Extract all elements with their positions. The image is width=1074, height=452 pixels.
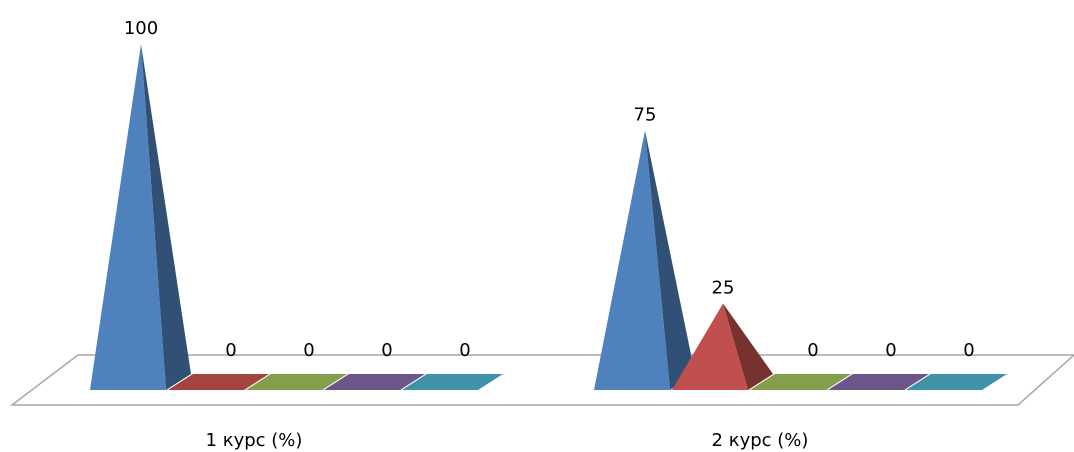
pyramid-1-2 — [168, 374, 269, 390]
pyramid-2-1 — [594, 130, 670, 390]
pyramid-2-4 — [828, 374, 929, 390]
data-label-1-5: 0 — [459, 340, 470, 361]
data-label-2-4: 0 — [885, 340, 896, 361]
data-label-1-3: 0 — [303, 340, 314, 361]
pyramid-2-1-side — [645, 130, 695, 390]
category-label-2: 2 курс (%) — [712, 430, 809, 451]
pyramid-2-5 — [906, 374, 1007, 390]
pyramid-2-2-side — [723, 303, 773, 390]
pyramid-2-2 — [672, 303, 748, 390]
data-label-2-2: 25 — [712, 278, 735, 299]
data-label-1-2: 0 — [225, 340, 236, 361]
pyramid-1-5 — [402, 374, 503, 390]
pyramid-1-3 — [246, 374, 347, 390]
category-label-1: 1 курс (%) — [206, 430, 303, 451]
data-label-2-1: 75 — [634, 105, 657, 126]
data-label-2-5: 0 — [963, 340, 974, 361]
pyramid-1-1 — [90, 44, 166, 390]
pyramid-2-3 — [750, 374, 851, 390]
pyramid-1-4 — [324, 374, 425, 390]
data-label-1-1: 100 — [124, 18, 158, 39]
pyramid-1-1-side — [141, 44, 191, 390]
data-label-2-3: 0 — [807, 340, 818, 361]
data-label-1-4: 0 — [381, 340, 392, 361]
